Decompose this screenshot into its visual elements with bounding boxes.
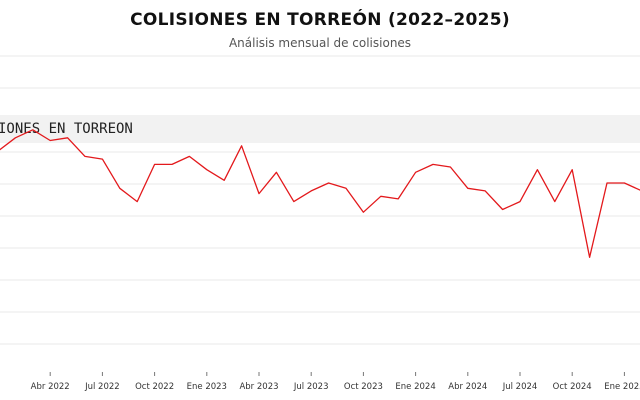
data-point-2022-09 — [136, 200, 139, 203]
x-tick-label-2: Oct 2022 — [135, 382, 174, 392]
data-point-2024-12 — [606, 182, 609, 185]
data-point-2024-05 — [484, 189, 487, 192]
data-point-2025-01 — [623, 182, 626, 185]
x-tick-label-7: Ene 2024 — [395, 382, 435, 392]
data-point-2024-11 — [588, 256, 591, 259]
series-group — [0, 128, 640, 259]
x-tick-label-0: Abr 2022 — [31, 382, 70, 392]
data-point-2023-11 — [379, 195, 382, 198]
x-tick-label-4: Abr 2023 — [239, 382, 278, 392]
chart-title: COLISIONES EN TORREÓN (2022–2025) — [130, 10, 510, 30]
data-point-2022-08 — [118, 187, 121, 190]
banner-label: IONES EN TORREON — [0, 121, 133, 137]
data-point-2024-09 — [553, 200, 556, 203]
data-point-2022-04 — [49, 139, 52, 142]
data-point-2022-10 — [153, 163, 156, 166]
data-point-2024-06 — [501, 208, 504, 211]
data-point-2024-10 — [571, 168, 574, 171]
data-point-2023-10 — [362, 211, 365, 214]
data-point-2022-12 — [188, 155, 191, 158]
x-tick-label-3: Ene 2023 — [187, 382, 227, 392]
x-tick-label-8: Abr 2024 — [448, 382, 487, 392]
data-point-2023-05 — [275, 171, 278, 174]
x-tick-label-9: Jul 2024 — [502, 382, 538, 392]
data-point-2024-03 — [449, 166, 452, 169]
data-point-2023-03 — [240, 144, 243, 147]
x-tick-label-6: Oct 2023 — [344, 382, 383, 392]
x-tick-label-10: Oct 2024 — [553, 382, 592, 392]
data-point-2023-08 — [327, 182, 330, 185]
data-point-2022-11 — [171, 163, 174, 166]
x-axis: Abr 2022 Jul 2022 Oct 2022 Ene 2023 Abr 2023… — [31, 372, 640, 392]
data-point-2024-02 — [432, 163, 435, 166]
data-point-2023-02 — [223, 179, 226, 182]
x-tick-label-1: Jul 2022 — [84, 382, 120, 392]
data-point-2022-02 — [14, 136, 17, 139]
label-banner — [0, 115, 640, 143]
data-point-2023-04 — [258, 192, 261, 195]
data-point-2023-01 — [205, 168, 208, 171]
data-point-2024-04 — [466, 187, 469, 190]
x-tick-label-5: Jul 2023 — [293, 382, 329, 392]
data-point-2023-09 — [345, 187, 348, 190]
series-line — [0, 129, 640, 258]
data-point-2023-12 — [397, 197, 400, 200]
gridlines — [0, 55, 640, 345]
data-point-2023-07 — [310, 189, 313, 192]
chart-subtitle: Análisis mensual de colisiones — [228, 36, 412, 50]
data-point-2024-01 — [414, 171, 417, 174]
data-point-2022-05 — [66, 136, 69, 139]
data-point-2022-03 — [31, 128, 34, 131]
data-point-2023-06 — [292, 200, 295, 203]
data-point-2024-08 — [536, 168, 539, 171]
x-tick-label-11: Ene 2025 — [604, 382, 640, 392]
data-point-2022-07 — [101, 158, 104, 161]
data-point-2022-06 — [84, 155, 87, 158]
data-point-2024-07 — [519, 200, 522, 203]
